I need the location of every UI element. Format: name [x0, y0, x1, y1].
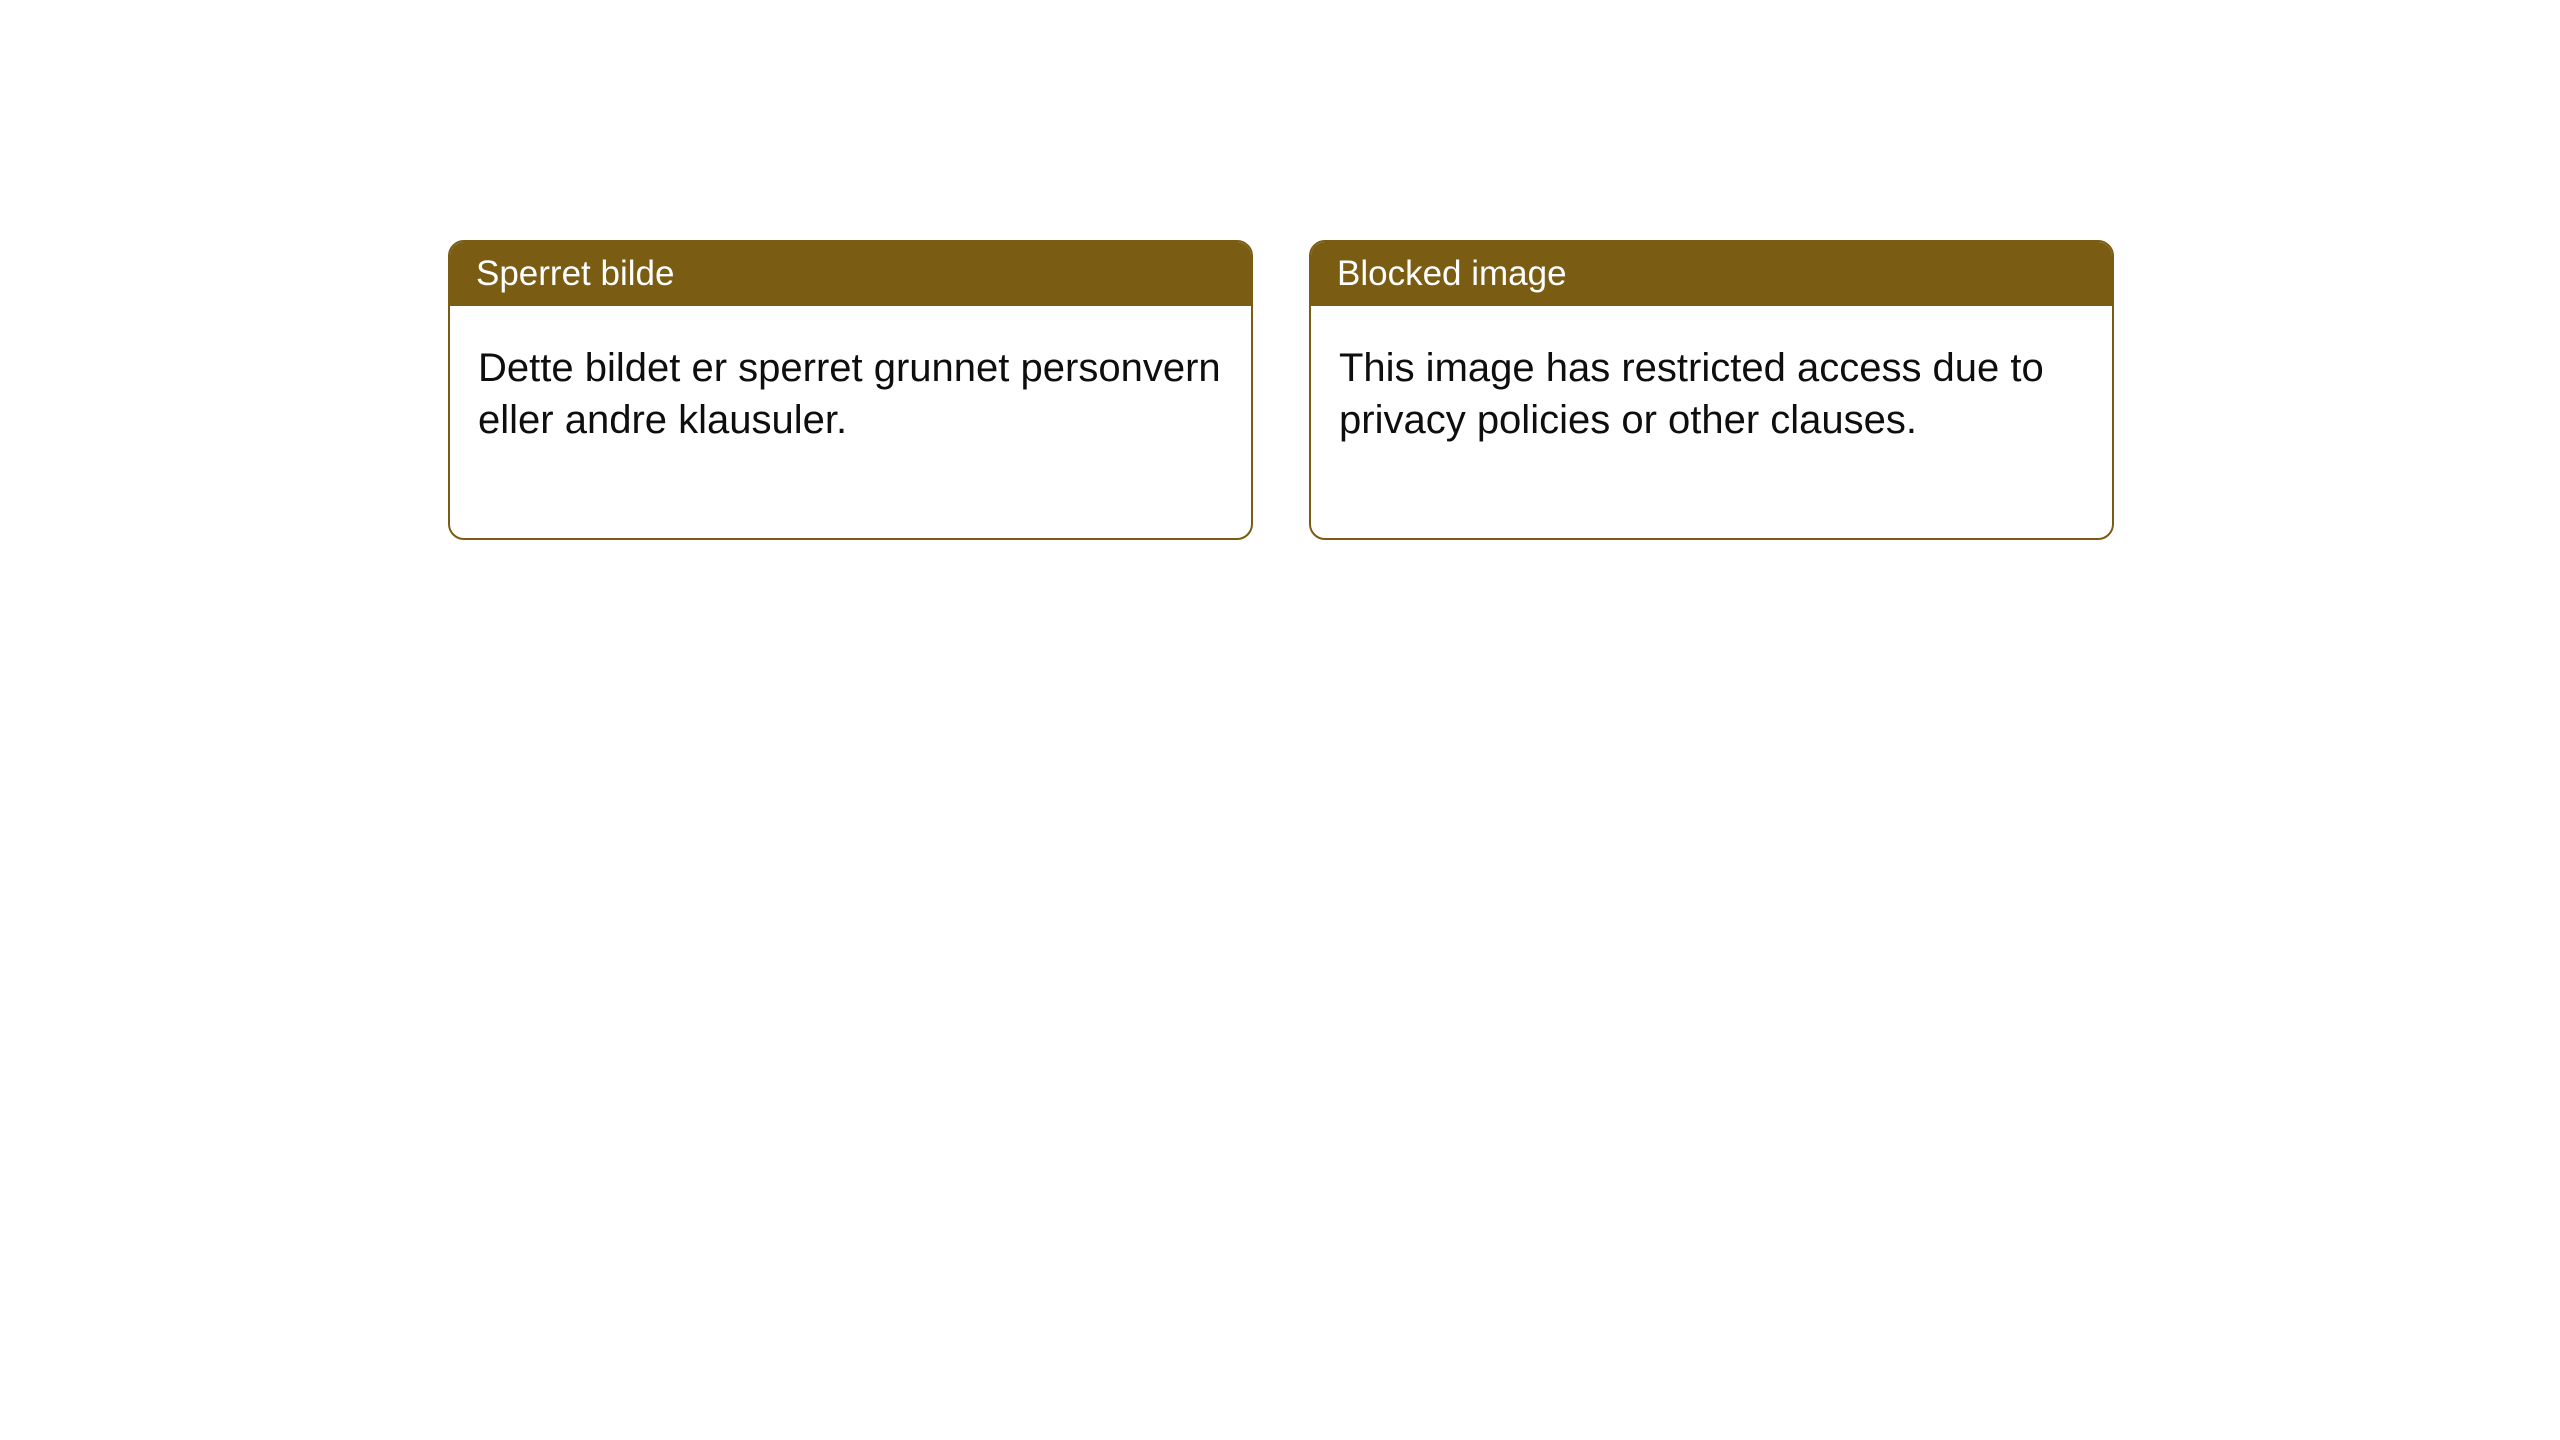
notice-container: Sperret bilde Dette bildet er sperret gr… [448, 240, 2114, 540]
notice-body-english: This image has restricted access due to … [1311, 306, 2112, 538]
notice-body-norwegian: Dette bildet er sperret grunnet personve… [450, 306, 1251, 538]
notice-title-english: Blocked image [1311, 242, 2112, 306]
notice-card-norwegian: Sperret bilde Dette bildet er sperret gr… [448, 240, 1253, 540]
notice-title-norwegian: Sperret bilde [450, 242, 1251, 306]
notice-card-english: Blocked image This image has restricted … [1309, 240, 2114, 540]
